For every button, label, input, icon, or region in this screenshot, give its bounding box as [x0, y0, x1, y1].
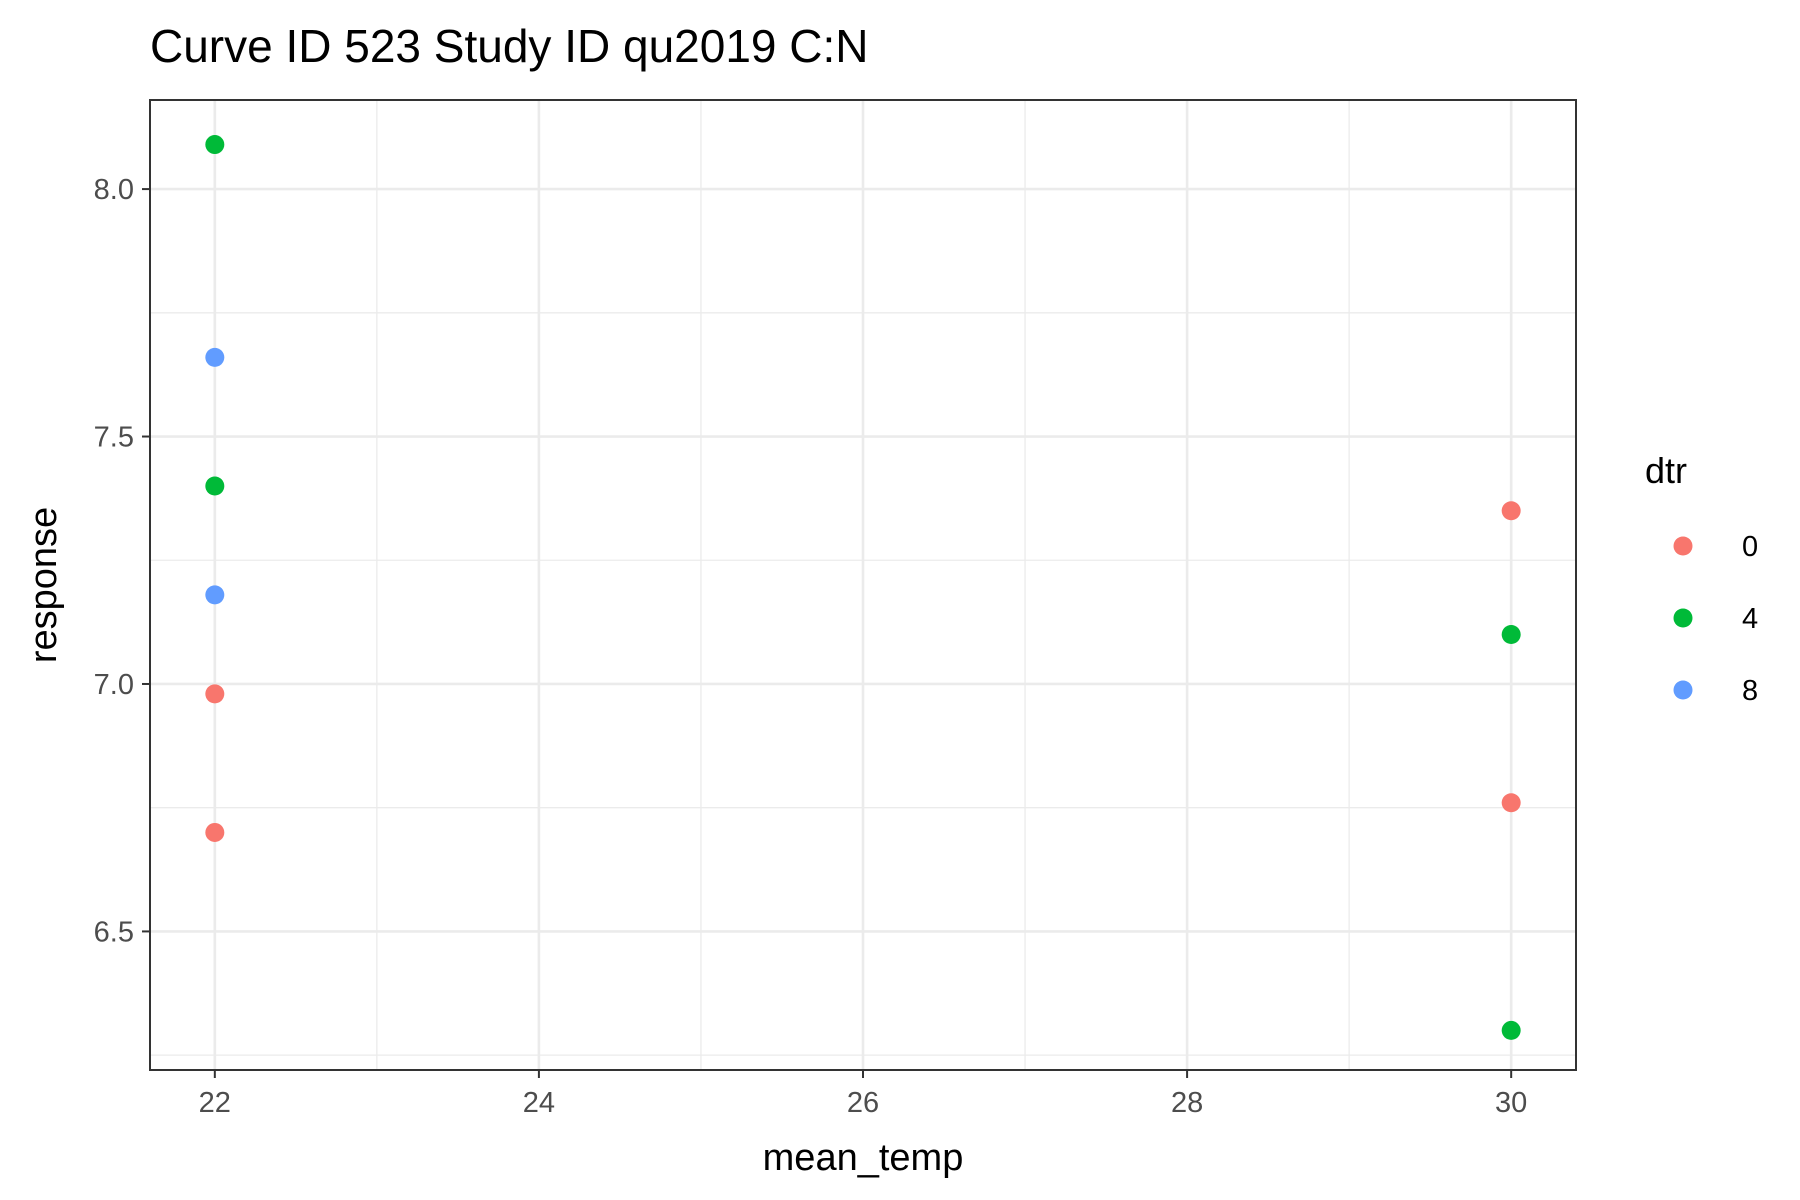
x-tick-label: 22 [199, 1087, 231, 1119]
legend: dtr 0 4 8 [1645, 450, 1758, 707]
data-point-dtr-0 [205, 822, 225, 842]
legend-key-dtr-0 [1673, 536, 1693, 556]
data-point-dtr-8 [205, 585, 225, 605]
data-point-dtr-0 [1501, 793, 1521, 813]
legend-items: 0 4 8 [1673, 531, 1758, 707]
y-tick-label: 7.0 [94, 669, 134, 701]
data-point-dtr-4 [1501, 624, 1521, 644]
x-tick-label: 24 [523, 1087, 555, 1119]
plot-panel [149, 99, 1577, 1071]
x-axis: 22 24 26 28 30 [199, 1070, 1527, 1119]
x-tick-label: 28 [1171, 1087, 1203, 1119]
data-point-dtr-0 [1501, 501, 1521, 521]
data-point-dtr-4 [205, 135, 225, 155]
data-point-dtr-4 [1501, 1020, 1521, 1040]
y-tick-label: 7.5 [94, 422, 134, 454]
x-axis-title: mean_temp [763, 1137, 964, 1179]
data-point-dtr-4 [205, 476, 225, 496]
legend-label-dtr-8: 8 [1742, 675, 1758, 707]
x-tick-label: 26 [847, 1087, 879, 1119]
legend-label-dtr-0: 0 [1742, 531, 1758, 563]
y-axis: 6.5 7.0 7.5 8.0 [94, 174, 150, 948]
y-axis-title: response [23, 507, 65, 663]
data-point-dtr-0 [205, 684, 225, 704]
y-tick-label: 8.0 [94, 174, 134, 206]
legend-title: dtr [1645, 450, 1687, 491]
legend-key-dtr-4 [1673, 608, 1693, 628]
y-tick-label: 6.5 [94, 916, 134, 948]
x-tick-label: 30 [1495, 1087, 1527, 1119]
legend-label-dtr-4: 4 [1742, 603, 1758, 635]
legend-key-dtr-8 [1673, 680, 1693, 700]
data-points [205, 135, 1521, 1040]
data-point-dtr-8 [205, 347, 225, 367]
major-gridlines [150, 100, 1576, 1070]
chart-title: Curve ID 523 Study ID qu2019 C:N [150, 20, 868, 72]
